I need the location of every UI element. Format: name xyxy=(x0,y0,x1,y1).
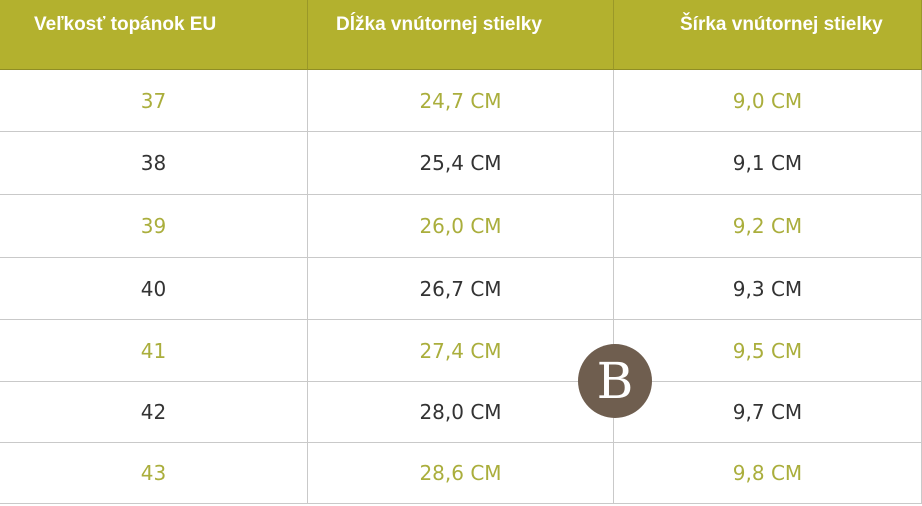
table-cell: 9,2 CM xyxy=(614,195,922,258)
table-cell: 9,8 CM xyxy=(614,443,922,504)
table-cell: 43 xyxy=(0,443,308,504)
table-cell: 38 xyxy=(0,132,308,195)
table-cell: 28,0 CM xyxy=(308,382,614,443)
table-cell: 9,1 CM xyxy=(614,132,922,195)
table-cell: 37 xyxy=(0,70,308,132)
table-cell: 42 xyxy=(0,382,308,443)
table-cell: 9,5 CM xyxy=(614,320,922,382)
table-cell: 40 xyxy=(0,258,308,320)
header-cell: Veľkosť topánok EU xyxy=(0,0,308,70)
header-cell: Dĺžka vnútornej stielky xyxy=(308,0,614,70)
table-cell: 41 xyxy=(0,320,308,382)
table-cell: 9,7 CM xyxy=(614,382,922,443)
table-cell: 39 xyxy=(0,195,308,258)
header-cell: Šírka vnútornej stielky xyxy=(614,0,922,70)
table-cell: 27,4 CM xyxy=(308,320,614,382)
table-cell: 26,0 CM xyxy=(308,195,614,258)
table-cell: 24,7 CM xyxy=(308,70,614,132)
table-cell: 9,3 CM xyxy=(614,258,922,320)
table-cell: 9,0 CM xyxy=(614,70,922,132)
table-cell: 28,6 CM xyxy=(308,443,614,504)
table-cell: 26,7 CM xyxy=(308,258,614,320)
table-cell: 25,4 CM xyxy=(308,132,614,195)
logo: B xyxy=(578,344,652,418)
